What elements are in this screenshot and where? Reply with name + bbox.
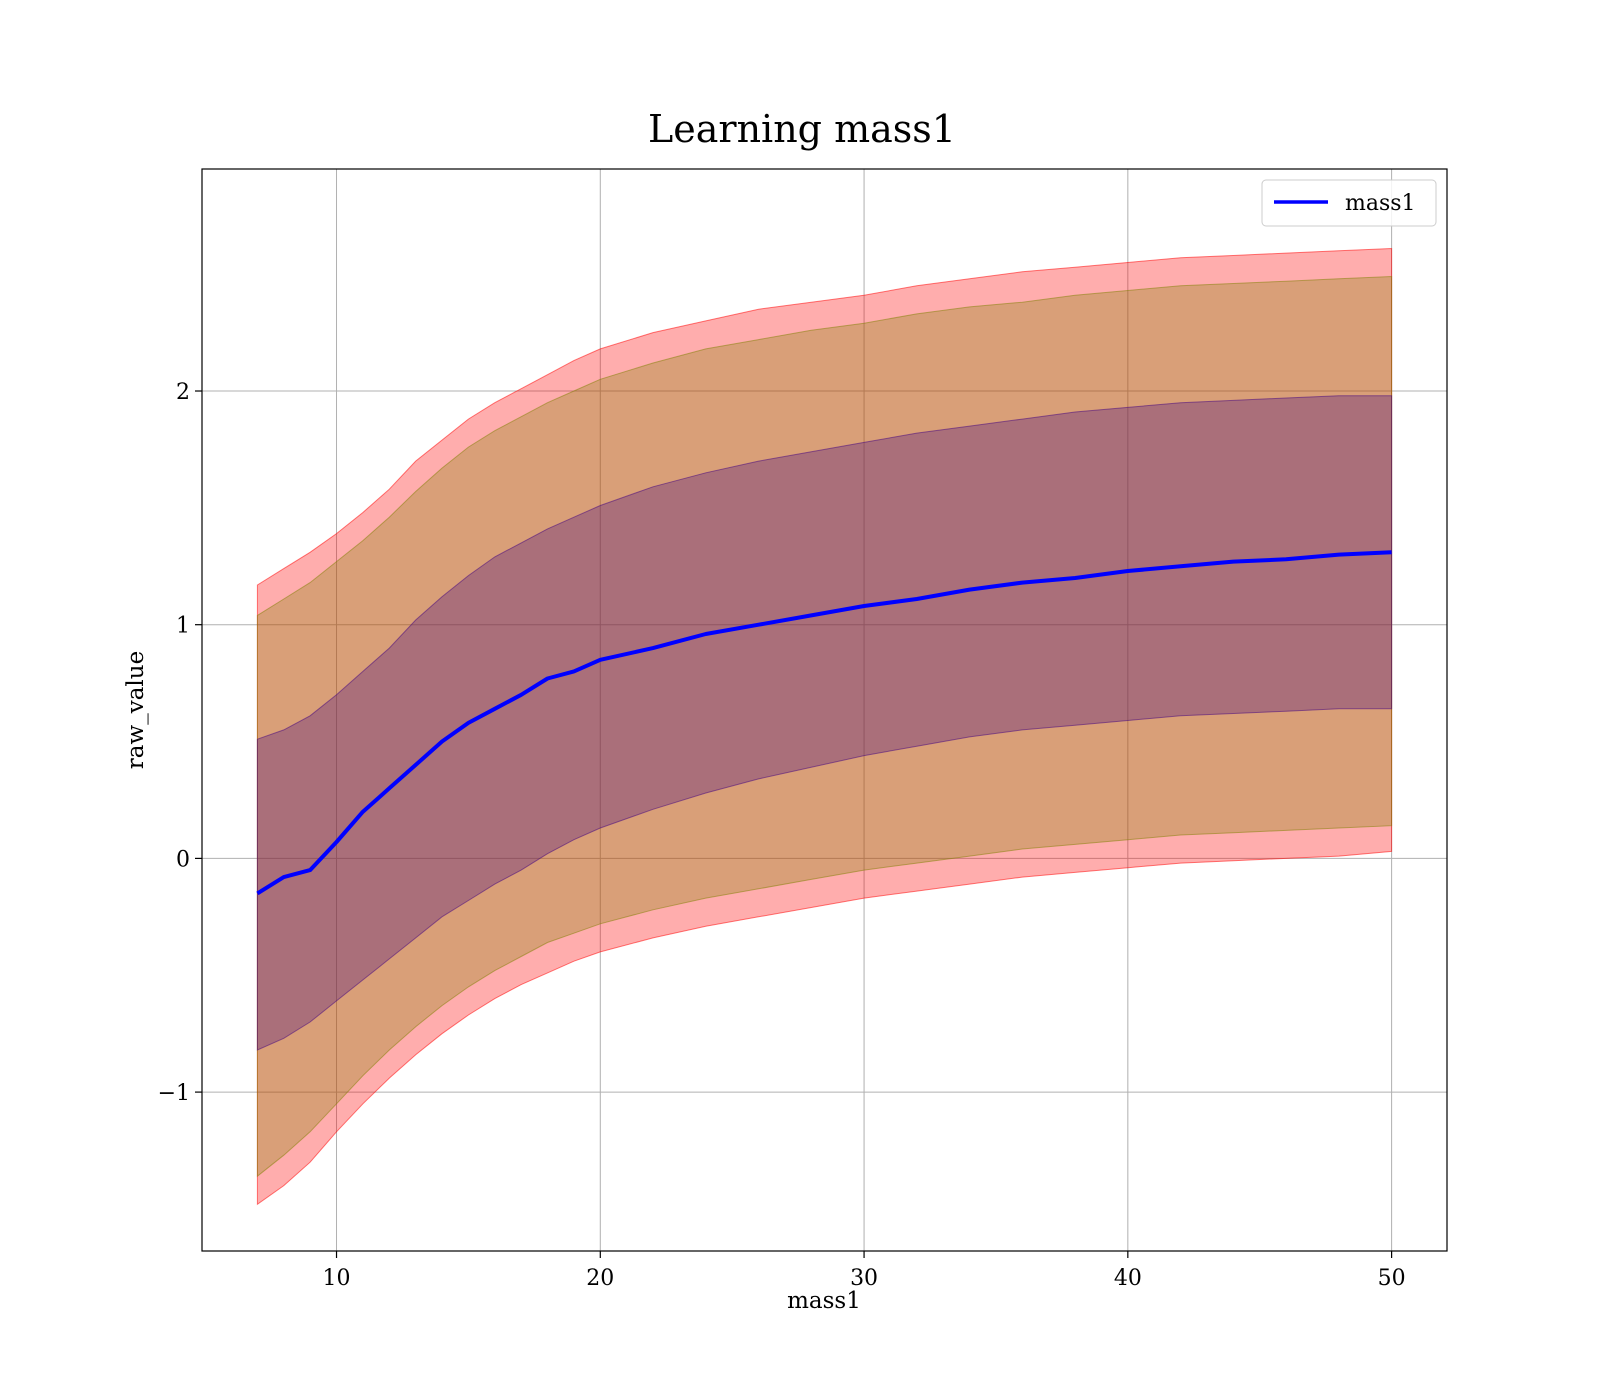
chart-title: Learning mass1 <box>648 107 956 151</box>
y-tick-label: 1 <box>176 614 190 639</box>
legend-box <box>1261 179 1437 227</box>
x-tick-label: 10 <box>323 1266 351 1291</box>
confidence-bands <box>256 247 1393 1206</box>
y-tick-label: 0 <box>176 847 190 872</box>
x-axis-ticks: 10 20 30 40 50 <box>323 1251 1406 1291</box>
confidence-band-2 <box>256 395 1393 1051</box>
y-axis-ticks: −1 0 1 2 <box>158 380 202 1106</box>
series-lines <box>256 550 1392 896</box>
series-line-mass1 <box>256 550 1392 896</box>
y-axis-label: raw_value <box>123 651 149 769</box>
confidence-band-1 <box>256 275 1393 1178</box>
x-axis-label: mass1 <box>787 1288 861 1314</box>
legend-label-mass1: mass1 <box>1345 191 1416 216</box>
legend: mass1 <box>1261 179 1437 227</box>
plot-frame <box>201 168 1448 1252</box>
y-tick-label: 2 <box>176 380 190 405</box>
x-tick-label: 40 <box>1114 1266 1142 1291</box>
confidence-band-0 <box>256 247 1393 1206</box>
y-tick-label: −1 <box>158 1081 190 1106</box>
x-tick-label: 20 <box>586 1266 614 1291</box>
x-tick-label: 50 <box>1378 1266 1406 1291</box>
x-tick-label: 30 <box>850 1266 878 1291</box>
